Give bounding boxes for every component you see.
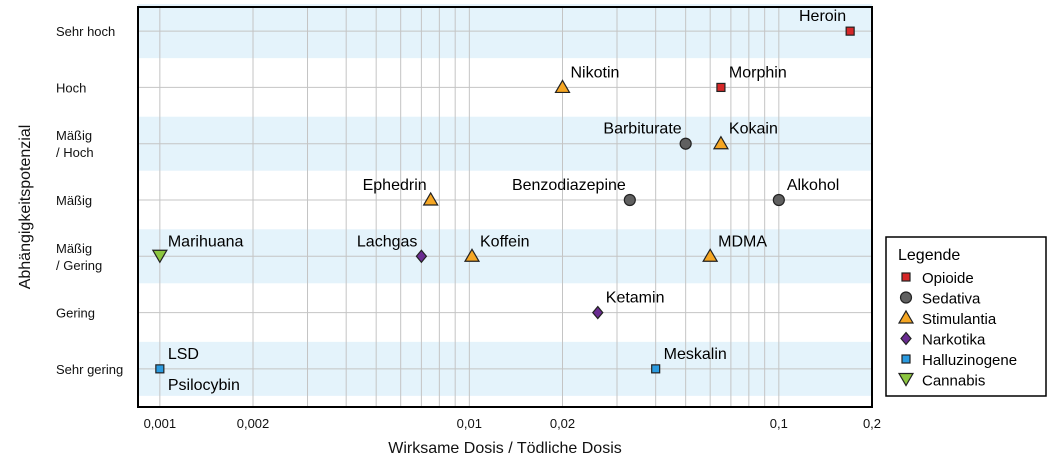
point-lsd-marker [155,364,165,374]
point-heroin-marker [845,26,855,36]
y-tick-label: Gering [56,306,95,321]
legend-item-stimulantia: Stimulantia [922,311,997,328]
point-label: Ketamin [606,290,665,307]
legend-marker-sedativa [899,291,913,304]
point-ephedrin-marker [422,191,439,206]
legend-marker-halluzinogene [901,354,911,364]
x-tick-label: 0,01 [457,416,482,431]
legend-marker-opioide [901,272,911,282]
y-tick-label: / Hoch [56,145,94,160]
legend-marker-stimulantia [897,309,915,324]
point-marihuana-marker [151,249,168,264]
point-meskalin-marker [651,364,661,374]
legend-title: Legende [898,247,960,264]
point-label: Ephedrin [363,177,427,194]
x-tick-label: 0,02 [550,416,575,431]
point-label: Barbiturate [603,121,681,138]
point-label: Alkohol [787,177,839,194]
x-tick-label: 0,002 [237,416,270,431]
point-label: Heroin [799,8,846,25]
point-label: Kokain [729,121,778,138]
point-ketamin-marker [591,305,604,320]
x-axis-title: Wirksame Dosis / Tödliche Dosis [388,440,622,457]
y-tick-label: Mäßig [56,128,92,143]
y-tick-label: Sehr gering [56,362,123,377]
y-tick-label: Sehr hoch [56,24,115,39]
data-points: Heroin Morphin Nikotin Barbiturate Kokain Eph… [151,8,855,394]
legend-marker-narkotika [900,331,912,346]
point-label: LSD [168,346,199,363]
x-tick-label: 0,1 [770,416,788,431]
point-koffein-marker [463,248,481,262]
point-label: Marihuana [168,233,244,250]
point-morphin-marker [716,82,726,93]
point-benzodiazepine-marker [623,193,636,207]
legend-item-cannabis: Cannabis [922,373,985,390]
point-label: Koffein [480,233,530,250]
y-tick-label: / Gering [56,258,102,273]
x-tick-label: 0,001 [144,416,177,431]
point-label: Nikotin [571,64,620,81]
point-nikotin-marker [554,79,571,94]
plot-frame [137,6,873,408]
legend-item-narkotika: Narkotika [922,332,986,349]
point-label: Meskalin [664,346,727,363]
point-kokain-marker [712,135,729,150]
point-label: MDMA [718,233,767,250]
grid-lines [138,7,873,407]
point-label: Morphin [729,64,787,81]
point-alkohol-marker [772,193,785,207]
y-tick-labels: Sehr hoch Hoch Mäßig / Hoch Mäßig Mäßig / Geri… [56,24,123,377]
x-tick-labels: 0,001 0,002 0,01 0,02 0,1 0,2 [144,416,881,431]
point-label: Psilocybin [168,377,240,394]
point-barbiturate-marker [679,137,692,150]
point-label: Lachgas [357,233,418,250]
legend-marker-cannabis [897,372,915,387]
point-mdma-marker [702,248,719,262]
legend-item-opioide: Opioide [922,270,974,287]
y-tick-label: Mäßig [56,193,92,208]
y-axis-title: Abhängigkeitspotenzial [17,125,34,290]
legend-item-halluzinogene: Halluzinogene [922,352,1017,369]
legend-box [885,236,1047,397]
point-lachgas-marker [415,249,428,264]
point-label: Benzodiazepine [512,177,626,194]
legend: Legende Opioide Sedativa Stimulantia Narkoti… [885,236,1047,397]
x-tick-label: 0,2 [863,416,881,431]
legend-item-sedativa: Sedativa [922,291,981,308]
y-tick-label: Mäßig [56,241,92,256]
y-tick-label: Hoch [56,80,86,95]
